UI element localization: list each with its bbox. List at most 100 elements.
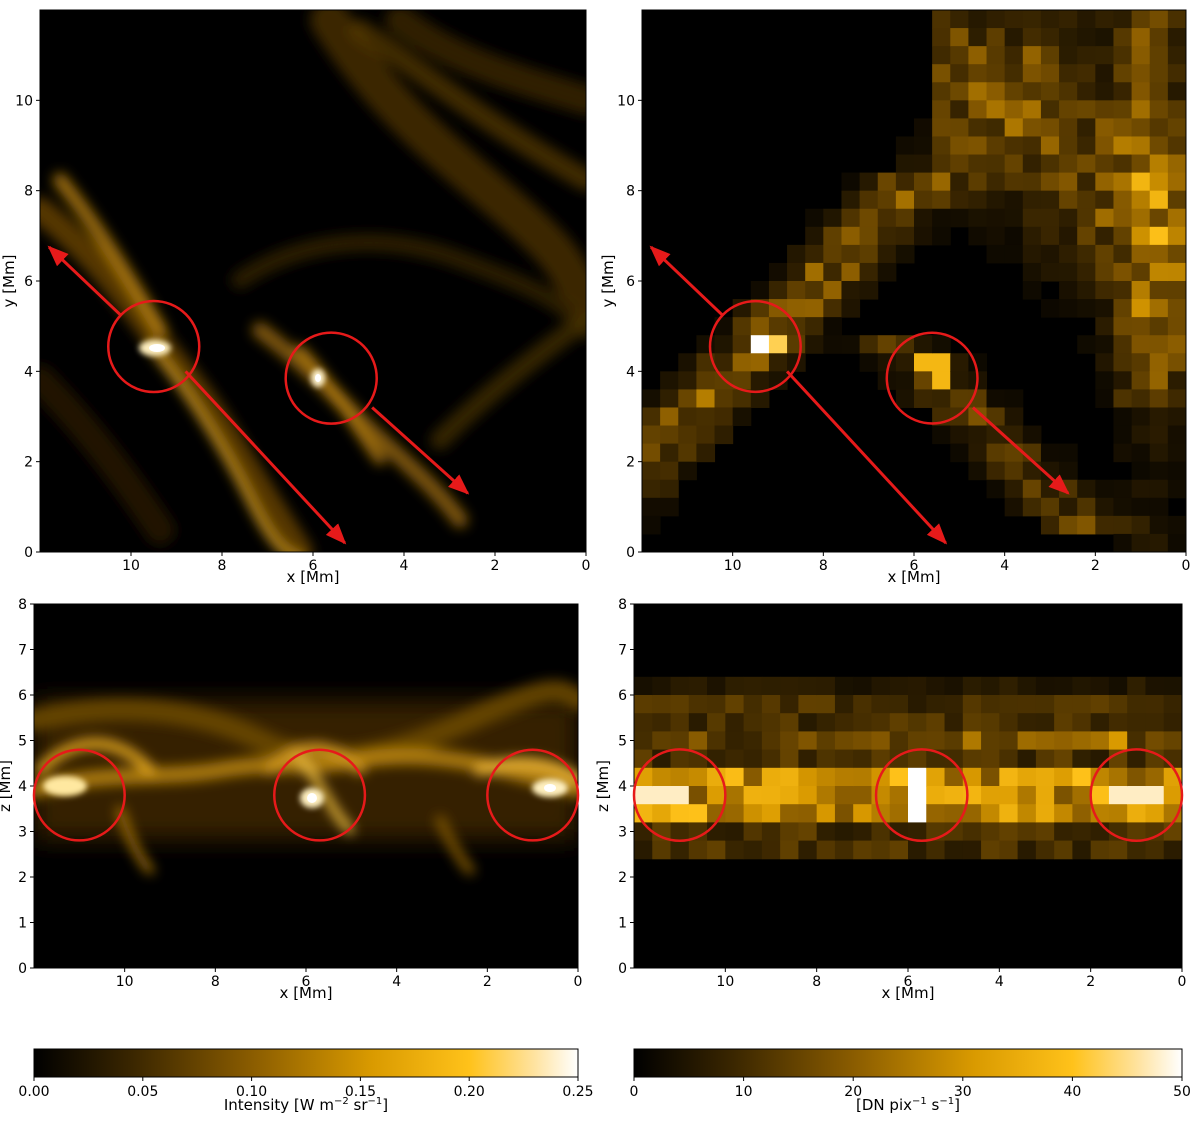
pixel-cell bbox=[1127, 840, 1146, 860]
pixel-cell bbox=[743, 767, 763, 787]
pixel-cell bbox=[1131, 335, 1151, 354]
pixel-cell bbox=[944, 695, 964, 714]
pixel-cell bbox=[1131, 299, 1151, 318]
pixel-cell bbox=[950, 46, 969, 65]
pixel-cell bbox=[1090, 786, 1110, 805]
colorbar-tick-label: 0.05 bbox=[127, 1084, 158, 1100]
pixel-cell bbox=[1131, 172, 1151, 192]
pixel-cell bbox=[652, 695, 672, 714]
pixel-cell bbox=[798, 767, 818, 787]
pixel-cell bbox=[968, 407, 988, 427]
pixel-cell bbox=[841, 226, 861, 246]
pixel-cell bbox=[1022, 461, 1042, 481]
pixel-cell bbox=[678, 461, 697, 481]
pixel-cell bbox=[707, 804, 726, 823]
pixel-cell bbox=[950, 118, 969, 137]
pixel-cell bbox=[823, 299, 842, 318]
pixel-cell bbox=[1090, 822, 1110, 842]
pixel-cell bbox=[926, 731, 946, 751]
pixel-cell bbox=[725, 731, 745, 751]
pixel-cell bbox=[660, 497, 679, 517]
pixel-cell bbox=[871, 676, 891, 696]
pixel-cell bbox=[1059, 154, 1078, 174]
x-tick-label: 6 bbox=[910, 558, 919, 574]
pixel-cell bbox=[1131, 100, 1151, 119]
pixel-cell bbox=[962, 749, 982, 769]
pixel-cell bbox=[1113, 10, 1133, 29]
pixel-cell bbox=[642, 479, 661, 499]
pixel-cell bbox=[1127, 713, 1146, 732]
pixel-cell bbox=[962, 731, 982, 751]
pixel-cell bbox=[932, 190, 951, 210]
y-tick-label: 2 bbox=[24, 455, 33, 471]
pixel-cell bbox=[1095, 335, 1114, 354]
pixel-cell bbox=[1127, 786, 1146, 805]
pixel-cell bbox=[805, 335, 824, 354]
pixel-cell bbox=[670, 804, 690, 823]
pixel-cell bbox=[999, 786, 1019, 805]
pixel-cell bbox=[1163, 749, 1183, 769]
pixel-cell bbox=[999, 749, 1019, 769]
pixel-cell bbox=[1149, 479, 1169, 499]
pixel-cell bbox=[816, 731, 836, 751]
direction-arrow bbox=[971, 406, 1070, 495]
pixel-cell bbox=[853, 695, 872, 714]
pixel-cell bbox=[725, 786, 745, 805]
x-axis-label: x [Mm] bbox=[280, 984, 333, 1002]
pixel-cell bbox=[944, 840, 964, 860]
pixel-cell bbox=[642, 389, 661, 408]
y-axis-ticks: 0 2 4 6 8 10 bbox=[617, 93, 642, 561]
pixel-cell bbox=[1059, 461, 1078, 481]
pixel-cell bbox=[889, 804, 909, 823]
pixel-cell bbox=[768, 281, 788, 300]
pixel-cell bbox=[932, 100, 951, 119]
y-tick-label: 6 bbox=[626, 274, 635, 290]
pixel-cell bbox=[1040, 136, 1060, 156]
pixel-cell bbox=[834, 840, 854, 860]
pixel-cell bbox=[950, 82, 969, 101]
pixel-cell bbox=[926, 695, 946, 714]
pixel-cell bbox=[932, 136, 951, 156]
pixel-cell bbox=[981, 713, 1000, 732]
pixel-cell bbox=[932, 82, 951, 101]
direction-arrow bbox=[184, 370, 347, 545]
pixel-cell bbox=[1167, 389, 1187, 408]
pixel-cell bbox=[1167, 190, 1187, 210]
panel-bottom-left: 10 8 6 4 2 0 0 1 2 3 4 5 6 7 8 x [Mm] z [Mm] bbox=[0, 597, 582, 1002]
pixel-cell bbox=[1040, 46, 1060, 65]
colorbar-ticks: 0.00 0.05 0.10 0.15 0.20 0.25 bbox=[18, 1077, 594, 1100]
pixel-cell bbox=[1004, 172, 1024, 192]
pixel-cell bbox=[1059, 515, 1078, 535]
pixel-cell bbox=[798, 676, 818, 696]
pixel-cell bbox=[944, 731, 964, 751]
pixel-cell bbox=[1113, 118, 1133, 137]
pixel-cell bbox=[841, 281, 861, 300]
direction-arrow bbox=[649, 245, 724, 317]
pixel-cell bbox=[725, 767, 745, 787]
pixel-cell bbox=[908, 822, 927, 842]
pixel-cell bbox=[1095, 208, 1114, 228]
highlight-circle bbox=[874, 748, 969, 843]
colorbar-ticks: 0 10 20 30 40 50 bbox=[630, 1077, 1191, 1100]
pixel-cell bbox=[932, 46, 951, 65]
pixel-cell bbox=[1113, 371, 1133, 390]
annotations bbox=[47, 245, 470, 545]
pixel-cell bbox=[932, 389, 951, 408]
colorbar-tick-label: 30 bbox=[954, 1084, 972, 1100]
pixel-cell bbox=[652, 804, 672, 823]
pixel-cell bbox=[968, 100, 988, 119]
pixel-cell bbox=[761, 786, 781, 805]
pixel-cell bbox=[1108, 804, 1128, 823]
pixel-cell bbox=[1054, 731, 1073, 751]
pixel-cell bbox=[877, 190, 897, 210]
pixel-cell bbox=[1095, 28, 1114, 47]
x-tick-label: 8 bbox=[218, 558, 227, 574]
pixel-cell bbox=[895, 353, 915, 372]
pixel-cell bbox=[999, 767, 1019, 787]
pixel-cell bbox=[1167, 335, 1187, 354]
pixel-cell bbox=[1059, 262, 1078, 282]
direction-arrow bbox=[785, 370, 948, 545]
pixel-cell bbox=[999, 822, 1019, 842]
pixel-cell bbox=[1113, 82, 1133, 101]
pixel-cell bbox=[670, 749, 690, 769]
